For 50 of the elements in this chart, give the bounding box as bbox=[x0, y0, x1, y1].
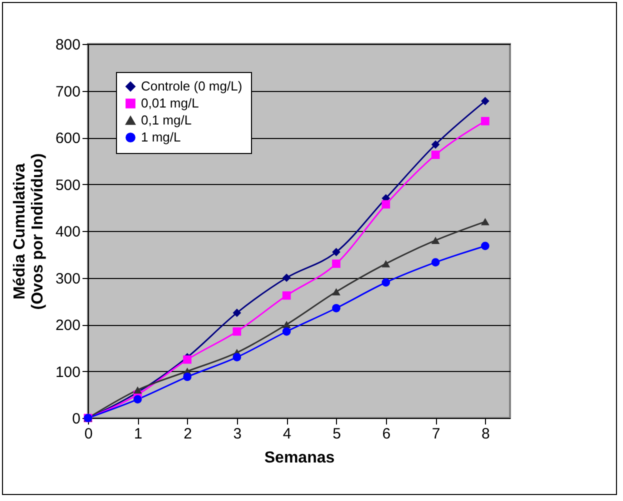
x-tick-label: 8 bbox=[482, 426, 490, 442]
y-tick-label: 500 bbox=[55, 176, 80, 194]
y-tick-label: 600 bbox=[55, 130, 80, 147]
point bbox=[282, 327, 291, 336]
x-tick-label: 6 bbox=[382, 426, 391, 442]
point bbox=[282, 320, 291, 328]
y-tick-label: 200 bbox=[55, 317, 80, 334]
legend-label: 0,01 mg/L bbox=[141, 96, 199, 110]
y-tick-label: 100 bbox=[55, 364, 80, 381]
point bbox=[431, 150, 440, 159]
x-tick-label: 5 bbox=[332, 426, 341, 442]
point bbox=[431, 236, 440, 244]
point bbox=[183, 355, 192, 364]
y-tick-label: 400 bbox=[55, 224, 80, 240]
point bbox=[332, 288, 340, 296]
point bbox=[232, 353, 242, 362]
point bbox=[431, 140, 440, 149]
x-tick-label: 2 bbox=[184, 426, 192, 442]
point bbox=[382, 200, 390, 209]
point bbox=[282, 291, 291, 300]
x-tick-label: 7 bbox=[432, 426, 440, 442]
point bbox=[431, 258, 440, 266]
point bbox=[480, 218, 490, 226]
point bbox=[232, 327, 242, 336]
x-tick-label: 0 bbox=[84, 426, 93, 442]
point bbox=[133, 395, 142, 404]
x-tick-label: 1 bbox=[134, 426, 142, 442]
point bbox=[480, 242, 490, 250]
x-tick-label: 3 bbox=[233, 426, 242, 442]
point bbox=[480, 116, 490, 126]
y-axis-title: Média Cumulativa (Ovos por Indivíduo) bbox=[11, 153, 46, 310]
x-axis-title: Semanas bbox=[264, 450, 335, 466]
point bbox=[382, 260, 390, 268]
y-tick-label: 700 bbox=[55, 83, 80, 100]
legend-label: 0,1 mg/L bbox=[141, 112, 192, 128]
legend-label: 1 mg/L bbox=[141, 130, 181, 144]
point bbox=[232, 308, 242, 317]
y-tick-label: 300 bbox=[55, 270, 80, 288]
point bbox=[332, 260, 340, 268]
point bbox=[282, 274, 291, 282]
point bbox=[382, 278, 390, 287]
x-tick-label: 4 bbox=[282, 426, 292, 442]
point bbox=[480, 96, 490, 106]
legend-label: Controle (0 mg/L) bbox=[141, 78, 242, 94]
point bbox=[133, 386, 142, 394]
point bbox=[183, 372, 192, 382]
point bbox=[332, 304, 340, 312]
y-tick-label: 0 bbox=[72, 410, 80, 428]
point bbox=[332, 248, 340, 256]
y-tick-label: 800 bbox=[55, 36, 80, 54]
